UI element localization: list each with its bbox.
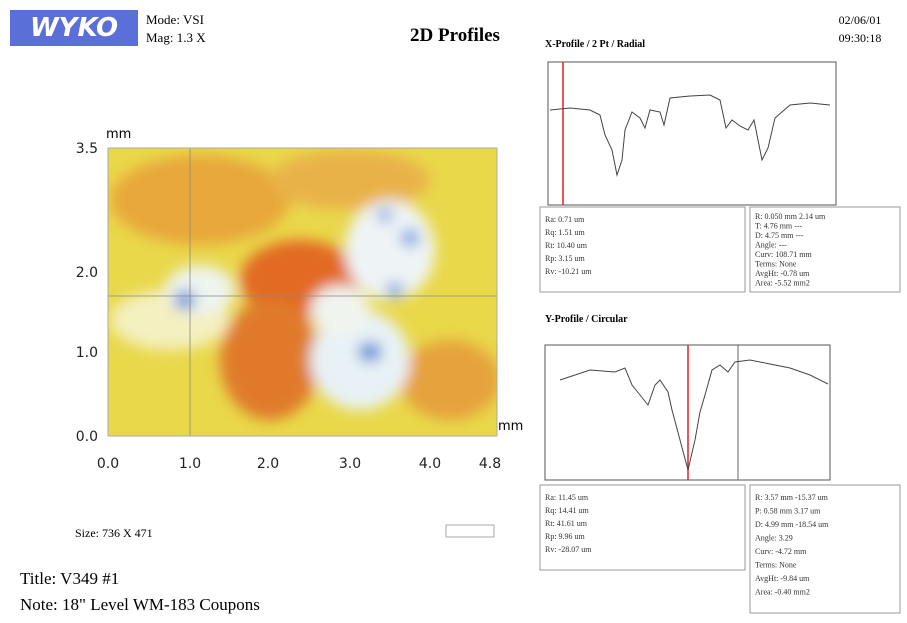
y-tick-label: 1.0: [76, 345, 98, 361]
x-tick-label: 4.8: [479, 456, 501, 472]
stat-line: Terms: None: [755, 561, 797, 570]
x-stats-left-box: [539, 206, 746, 293]
x-profile-frame: [547, 61, 837, 206]
stat-line: Curv: -4.72 mm: [755, 547, 807, 556]
x-unit: mm: [498, 419, 523, 434]
stat-line: Rq: 1.51 um: [545, 228, 586, 237]
y-unit: mm: [106, 127, 131, 142]
stat-line: P: 0.58 mm 3.17 um: [755, 507, 821, 516]
stat-line: Area: -0.40 mm2: [755, 588, 810, 597]
stat-line: Rt: 41.61 um: [545, 519, 588, 528]
stat-line: D: 4.75 mm ---: [755, 231, 804, 240]
stat-line: AvgHt: -9.84 um: [755, 574, 810, 583]
stat-line: AvgHt: -0.78 um: [755, 269, 810, 278]
stat-line: Terms: None: [755, 260, 797, 269]
stat-line: R: 0.050 mm 2.14 um: [755, 212, 826, 221]
map-frame: [107, 147, 498, 437]
logo: WYKO: [30, 13, 118, 43]
y-stats-left-box: [539, 484, 746, 571]
x-tick-label: 1.0: [179, 456, 201, 472]
x-stats-right-box: [749, 206, 901, 293]
x-profile-curve: [549, 94, 831, 177]
mode: Mode: VSI: [146, 12, 204, 27]
stat-line: Rp: 3.15 um: [545, 254, 586, 263]
stat-line: Angle: 3.29: [755, 534, 793, 543]
stat-line: Rv: -10.21 um: [545, 267, 592, 276]
x-tick-label: 2.0: [257, 456, 279, 472]
stat-line: Rt: 10.40 um: [545, 241, 588, 250]
x-tick-label: 0.0: [97, 456, 119, 472]
stat-line: T: 4.76 mm ---: [755, 222, 802, 231]
y-tick-label: 3.5: [76, 141, 98, 157]
y-tick-label: 2.0: [76, 265, 98, 281]
title: Title: V349 #1: [20, 569, 119, 588]
stat-line: Rv: -28.07 um: [545, 545, 592, 554]
x-tick-label: 4.0: [419, 456, 441, 472]
stat-line: R: 3.57 mm -15.37 um: [755, 493, 829, 502]
y-profile-title: Y-Profile / Circular: [545, 314, 628, 325]
stat-line: Curv: 108.71 mm: [755, 250, 812, 259]
note: Note: 18" Level WM-183 Coupons: [20, 595, 260, 614]
time: 09:30:18: [839, 31, 882, 45]
x-profile-title: X-Profile / 2 Pt / Radial: [545, 39, 645, 50]
stat-line: Rp: 9.96 um: [545, 532, 586, 541]
mag: Mag: 1.3 X: [146, 30, 206, 45]
logo-box: [10, 10, 138, 46]
date: 02/06/01: [839, 13, 882, 27]
size: Size: 736 X 471: [75, 526, 153, 540]
y-stats-right-box: [749, 484, 901, 614]
stat-line: Ra: 0.71 um: [545, 215, 585, 224]
y-tick-label: 0.0: [76, 429, 98, 445]
stat-line: D: 4.99 mm -18.54 um: [755, 520, 829, 529]
stat-line: Ra: 11.45 um: [545, 493, 589, 502]
y-profile-curve: [559, 359, 829, 471]
x-tick-label: 3.0: [339, 456, 361, 472]
scale-box: [445, 524, 495, 538]
stat-line: Angle: ---: [755, 241, 787, 250]
stat-line: Rq: 14.41 um: [545, 506, 590, 515]
page-title: 2D Profiles: [410, 25, 500, 46]
stat-line: Area: -5.52 mm2: [755, 279, 810, 288]
surface-map: [108, 148, 497, 436]
